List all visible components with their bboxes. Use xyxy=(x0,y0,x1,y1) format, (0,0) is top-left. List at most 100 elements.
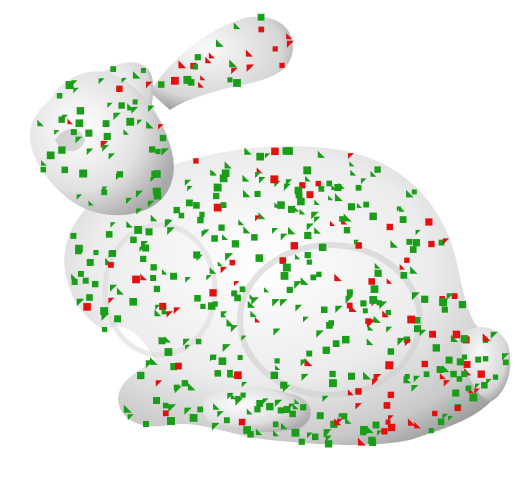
inlier-marker xyxy=(216,39,224,47)
eye-shading xyxy=(55,128,85,152)
inlier-marker xyxy=(272,299,280,307)
inlier-marker xyxy=(225,253,234,262)
outlier-marker xyxy=(279,62,285,69)
inlier-marker xyxy=(150,177,156,183)
inlier-marker xyxy=(238,219,245,226)
inlier-marker xyxy=(399,216,407,223)
inlier-marker xyxy=(321,306,328,313)
inlier-marker xyxy=(167,227,175,235)
inlier-marker xyxy=(445,356,453,364)
inlier-marker xyxy=(102,327,108,333)
outlier-marker xyxy=(286,40,294,48)
inlier-marker xyxy=(75,119,84,128)
inlier-marker xyxy=(329,370,336,378)
inlier-marker xyxy=(212,301,218,307)
inlier-marker xyxy=(348,372,356,380)
inlier-marker xyxy=(294,281,302,289)
inlier-marker xyxy=(227,369,235,378)
inlier-marker xyxy=(181,380,188,387)
inlier-marker xyxy=(458,301,466,309)
inlier-marker xyxy=(194,295,201,302)
inlier-marker xyxy=(143,421,149,427)
inlier-marker xyxy=(404,374,410,379)
back-ear-shape xyxy=(150,16,293,111)
inlier-marker xyxy=(334,184,342,192)
inlier-marker xyxy=(235,398,243,406)
inlier-marker xyxy=(294,186,303,195)
inlier-marker xyxy=(150,275,157,281)
inlier-marker xyxy=(121,77,127,84)
inlier-marker xyxy=(386,326,393,333)
inlier-marker xyxy=(277,407,284,414)
inlier-marker xyxy=(280,272,289,280)
outlier-marker xyxy=(205,56,212,64)
inlier-marker xyxy=(237,355,243,361)
inlier-marker xyxy=(403,375,412,384)
inlier-marker xyxy=(281,422,288,430)
inlier-marker xyxy=(227,392,234,400)
inlier-marker xyxy=(135,190,143,198)
inlier-marker xyxy=(151,171,159,179)
outlier-marker xyxy=(382,310,389,318)
inlier-marker xyxy=(291,428,300,437)
outlier-marker xyxy=(198,81,204,88)
inlier-marker xyxy=(409,246,417,253)
outlier-marker xyxy=(366,320,375,328)
inlier-marker xyxy=(231,240,240,248)
inlier-marker xyxy=(273,430,279,437)
inlier-marker xyxy=(274,399,283,407)
inlier-marker xyxy=(93,250,99,256)
outlier-marker xyxy=(404,339,412,347)
inlier-marker xyxy=(304,231,312,240)
inlier-marker xyxy=(102,186,108,192)
inlier-marker xyxy=(438,239,445,246)
inlier-marker xyxy=(474,383,481,389)
inlier-marker xyxy=(360,178,367,184)
inlier-marker xyxy=(282,263,291,272)
inlier-marker xyxy=(262,398,269,405)
inlier-marker xyxy=(304,251,311,259)
inlier-marker xyxy=(70,129,77,136)
outlier-marker xyxy=(279,257,287,264)
outlier-marker xyxy=(175,362,182,370)
inlier-marker xyxy=(170,363,178,371)
inlier-marker xyxy=(372,421,380,429)
inlier-marker xyxy=(130,236,137,244)
inlier-marker xyxy=(318,243,327,252)
inlier-marker xyxy=(274,358,280,364)
inlier-marker xyxy=(346,294,353,301)
inlier-marker xyxy=(152,187,159,194)
inlier-marker xyxy=(218,224,225,231)
outlier-marker xyxy=(454,405,461,412)
inlier-marker xyxy=(469,393,478,402)
outlier-marker xyxy=(372,378,379,386)
inlier-marker xyxy=(283,183,291,191)
inlier-marker xyxy=(65,81,74,90)
inlier-marker xyxy=(186,199,193,207)
inlier-marker xyxy=(374,262,381,269)
outlier-marker xyxy=(132,275,140,284)
outlier-marker xyxy=(155,380,163,387)
inlier-marker xyxy=(312,433,319,441)
inlier-marker xyxy=(366,425,374,434)
inlier-marker xyxy=(127,103,135,111)
inlier-marker xyxy=(247,431,254,438)
inlier-marker xyxy=(275,364,281,370)
inlier-marker xyxy=(317,150,325,158)
inlier-marker xyxy=(366,338,374,346)
inlier-marker xyxy=(411,292,420,301)
inlier-marker xyxy=(446,293,454,301)
inlier-marker xyxy=(162,402,169,409)
outlier-marker xyxy=(358,437,366,446)
outlier-marker xyxy=(220,266,228,274)
inlier-marker xyxy=(413,317,421,324)
outlier-marker xyxy=(388,415,394,421)
inlier-marker xyxy=(387,348,395,355)
outlier-marker xyxy=(348,153,354,159)
outlier-marker xyxy=(159,302,167,310)
inlier-marker xyxy=(241,381,248,388)
inlier-marker xyxy=(211,170,217,176)
inlier-marker xyxy=(273,328,281,336)
inlier-marker xyxy=(58,146,66,154)
